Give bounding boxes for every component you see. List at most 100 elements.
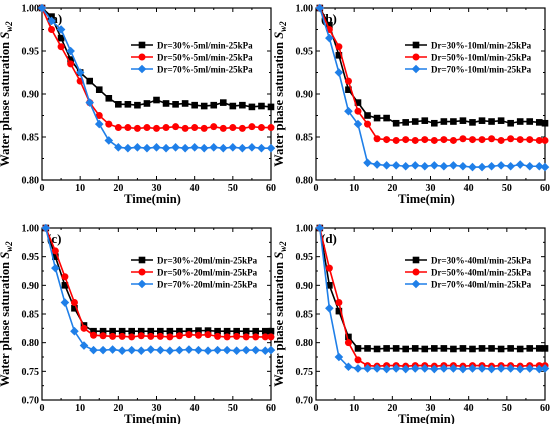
legend-swatch-marker bbox=[412, 41, 420, 49]
data-point bbox=[172, 101, 179, 108]
data-point bbox=[526, 345, 534, 352]
data-point bbox=[181, 100, 189, 107]
data-point bbox=[516, 136, 524, 144]
data-point bbox=[335, 43, 343, 51]
data-point bbox=[344, 362, 353, 372]
data-point bbox=[115, 101, 122, 108]
series-3 bbox=[315, 223, 550, 374]
data-point bbox=[478, 117, 486, 124]
data-point bbox=[335, 307, 343, 315]
data-point bbox=[541, 119, 549, 127]
data-point bbox=[147, 332, 155, 340]
y-tick-label: 0.80 bbox=[22, 176, 40, 187]
data-point bbox=[373, 114, 381, 122]
legend: Dr=30%-40ml/min-25kPa Dr=50%-40ml/min-25k… bbox=[405, 256, 532, 290]
data-point bbox=[137, 332, 145, 340]
data-point bbox=[98, 345, 108, 355]
y-tick-label: 0.70 bbox=[22, 396, 40, 407]
data-point bbox=[48, 13, 55, 20]
legend-label: Dr=50%-40ml/min-25kPa bbox=[431, 268, 532, 278]
data-point bbox=[209, 143, 219, 152]
data-point bbox=[507, 345, 514, 352]
data-point bbox=[420, 364, 430, 373]
data-point bbox=[421, 345, 429, 353]
data-point bbox=[247, 143, 257, 152]
data-point bbox=[258, 102, 265, 110]
data-point bbox=[507, 119, 514, 127]
data-point bbox=[143, 100, 151, 107]
data-point bbox=[364, 120, 372, 128]
data-point bbox=[410, 364, 420, 373]
data-point bbox=[153, 124, 160, 132]
data-point bbox=[118, 327, 126, 335]
x-tick-label: 20 bbox=[113, 403, 123, 414]
data-point bbox=[364, 345, 371, 352]
legend: Dr=30%-10ml/min-25kPa Dr=50%-10ml/min-25k… bbox=[405, 41, 532, 75]
legend-swatch-marker bbox=[138, 53, 146, 61]
data-point bbox=[233, 327, 240, 335]
data-point bbox=[411, 118, 419, 125]
data-point bbox=[242, 333, 250, 341]
data-point bbox=[175, 345, 184, 355]
series-1 bbox=[316, 224, 549, 353]
data-point bbox=[117, 346, 127, 355]
x-tick-label: 40 bbox=[190, 183, 200, 194]
data-point bbox=[99, 332, 107, 340]
data-point bbox=[267, 124, 275, 132]
data-point bbox=[56, 25, 66, 34]
data-point bbox=[392, 136, 400, 144]
data-point bbox=[156, 332, 164, 340]
data-point bbox=[57, 34, 65, 42]
data-point bbox=[156, 345, 165, 355]
data-point bbox=[344, 106, 353, 116]
data-point bbox=[541, 136, 549, 144]
y-tick-label: 0.90 bbox=[22, 281, 40, 292]
x-tick-label: 10 bbox=[349, 403, 359, 414]
data-point bbox=[175, 332, 183, 340]
data-point bbox=[94, 119, 104, 129]
data-point bbox=[449, 364, 458, 373]
data-point bbox=[540, 162, 550, 172]
plot-frame bbox=[41, 227, 272, 401]
data-point bbox=[515, 160, 525, 169]
data-point bbox=[218, 143, 228, 153]
data-point bbox=[147, 327, 155, 335]
data-point bbox=[228, 143, 238, 152]
chart-panel-2: 0 10 20 30 40 50 60 0.80 0.85 0.90 0.95 1.00 Time(mi… bbox=[272, 4, 550, 207]
data-point bbox=[450, 345, 457, 353]
data-point bbox=[252, 333, 260, 341]
data-point bbox=[146, 345, 156, 354]
x-tick-label: 50 bbox=[228, 403, 238, 414]
x-axis-title: Time(min) bbox=[398, 412, 455, 424]
data-point bbox=[165, 346, 175, 355]
legend-label: Dr=30%-40ml/min-25kPa bbox=[431, 256, 532, 266]
legend-swatch-marker bbox=[138, 268, 146, 276]
data-point bbox=[506, 161, 515, 171]
legend-label: Dr=50%-5ml/min-25kPa bbox=[157, 53, 253, 63]
data-point bbox=[497, 345, 505, 353]
y-tick-label: 0.80 bbox=[22, 338, 40, 349]
x-tick-label: 40 bbox=[190, 403, 200, 414]
data-point bbox=[363, 364, 372, 373]
data-point bbox=[430, 161, 439, 170]
data-point bbox=[109, 327, 116, 335]
data-point bbox=[200, 102, 208, 110]
data-point bbox=[266, 345, 276, 355]
y-tick-label: 0.70 bbox=[296, 396, 314, 407]
data-point bbox=[181, 124, 189, 132]
legend-label: Dr=30%-10ml/min-25kPa bbox=[431, 41, 532, 51]
x-tick-label: 50 bbox=[228, 183, 238, 194]
data-point bbox=[105, 95, 113, 102]
data-point bbox=[241, 345, 251, 355]
data-point bbox=[79, 341, 89, 350]
x-tick-label: 20 bbox=[387, 183, 397, 194]
x-tick-label: 0 bbox=[40, 183, 45, 194]
data-point bbox=[166, 333, 174, 341]
data-point bbox=[334, 352, 344, 362]
x-tick-label: 40 bbox=[464, 403, 474, 414]
data-point bbox=[222, 345, 232, 355]
x-tick-label: 60 bbox=[540, 183, 550, 194]
data-point bbox=[439, 364, 449, 373]
data-point bbox=[128, 327, 135, 335]
data-point bbox=[440, 136, 448, 144]
